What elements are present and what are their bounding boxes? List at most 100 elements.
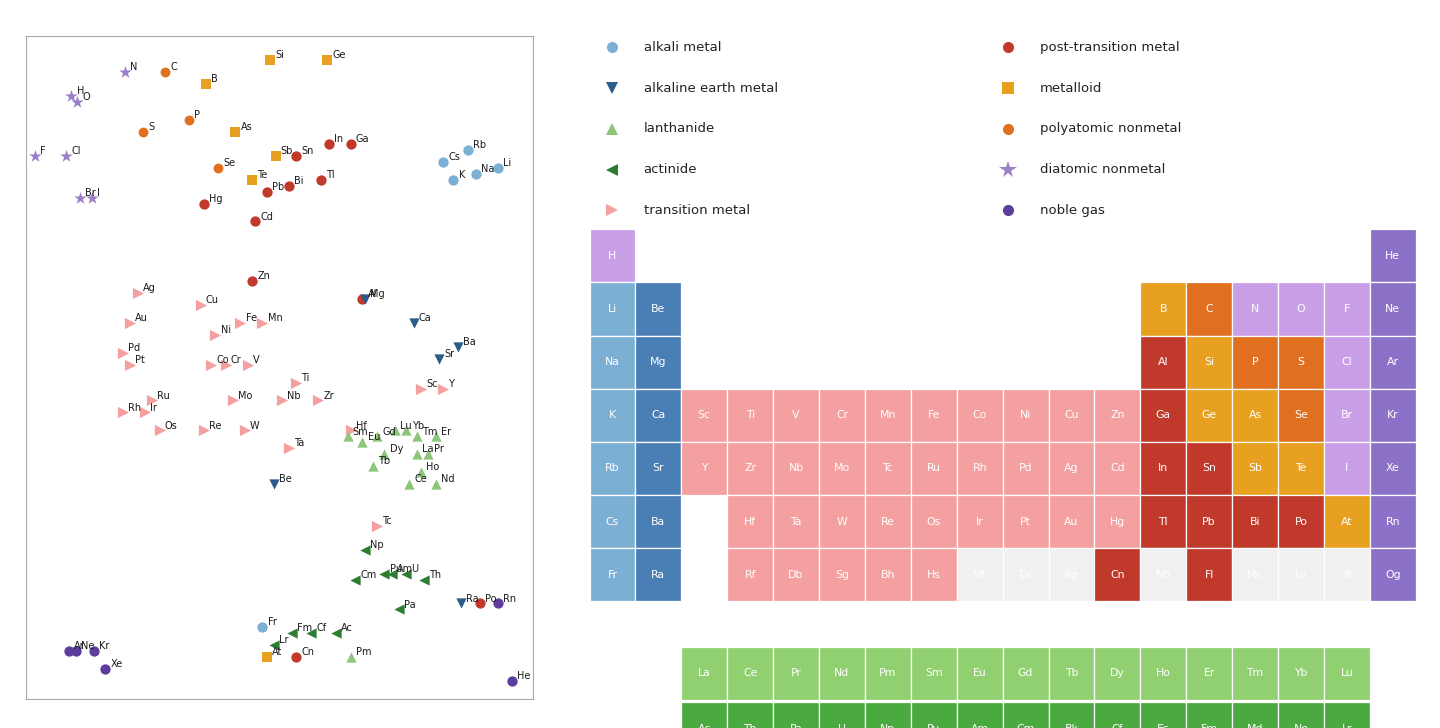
Text: Pb: Pb (1202, 517, 1215, 526)
Text: Nd: Nd (441, 474, 455, 484)
Text: Np: Np (880, 724, 896, 728)
FancyBboxPatch shape (910, 442, 956, 495)
Text: Cs: Cs (606, 517, 619, 526)
FancyBboxPatch shape (589, 495, 635, 548)
Text: Os: Os (164, 421, 177, 430)
Text: Cm: Cm (1017, 724, 1035, 728)
FancyBboxPatch shape (635, 336, 681, 389)
Point (405, 430, 428, 442)
Point (251, 317, 274, 329)
Text: Eu: Eu (367, 432, 380, 443)
Point (354, 544, 377, 555)
Text: Fr: Fr (268, 617, 276, 628)
Text: Rh: Rh (972, 464, 986, 473)
Text: N: N (130, 63, 138, 72)
Text: Sb: Sb (281, 146, 294, 156)
Text: Gd: Gd (382, 427, 396, 437)
FancyBboxPatch shape (1187, 646, 1233, 700)
FancyBboxPatch shape (1369, 495, 1416, 548)
Text: Lr: Lr (279, 636, 289, 646)
Text: Ni: Ni (1020, 411, 1031, 420)
Text: O: O (82, 92, 91, 102)
Text: Am: Am (971, 724, 989, 728)
Text: C: C (170, 63, 177, 72)
Text: At: At (272, 647, 282, 657)
FancyBboxPatch shape (635, 282, 681, 336)
FancyBboxPatch shape (1233, 442, 1279, 495)
Text: B: B (212, 74, 217, 84)
Text: I: I (96, 188, 99, 198)
Text: Ba: Ba (464, 337, 475, 347)
FancyBboxPatch shape (1323, 703, 1369, 728)
Point (262, 639, 285, 651)
Text: Hs: Hs (927, 570, 940, 579)
FancyBboxPatch shape (1279, 548, 1323, 601)
FancyBboxPatch shape (635, 548, 681, 601)
FancyBboxPatch shape (1187, 282, 1233, 336)
Text: Ru: Ru (927, 464, 940, 473)
Text: Zn: Zn (1110, 411, 1125, 420)
Point (324, 628, 347, 639)
Point (383, 424, 406, 436)
Text: Fr: Fr (608, 570, 618, 579)
Text: Ir: Ir (150, 403, 157, 413)
Text: Cf: Cf (1112, 724, 1123, 728)
Text: U: U (838, 724, 845, 728)
Text: Kr: Kr (1387, 411, 1398, 420)
FancyBboxPatch shape (956, 389, 1002, 442)
Text: Al: Al (367, 289, 377, 299)
FancyBboxPatch shape (1323, 282, 1369, 336)
Point (361, 460, 384, 472)
Text: He: He (1385, 251, 1400, 261)
Text: Pr: Pr (791, 668, 802, 678)
Text: Cd: Cd (1110, 464, 1125, 473)
FancyBboxPatch shape (727, 703, 773, 728)
Text: Ni: Ni (220, 325, 230, 335)
FancyBboxPatch shape (681, 646, 727, 700)
Text: Hf: Hf (744, 517, 756, 526)
Text: Bi: Bi (294, 176, 304, 186)
Point (338, 652, 361, 663)
Text: Tb: Tb (377, 456, 390, 467)
Point (395, 568, 418, 579)
Point (487, 162, 510, 173)
Text: As: As (240, 122, 252, 132)
Text: Re: Re (209, 421, 222, 430)
Point (229, 317, 252, 329)
Text: Li: Li (608, 304, 616, 314)
FancyBboxPatch shape (1279, 646, 1323, 700)
Text: Rn: Rn (1385, 517, 1400, 526)
Text: metalloid: metalloid (1040, 82, 1102, 95)
Point (189, 299, 212, 311)
FancyBboxPatch shape (1187, 389, 1233, 442)
Point (192, 424, 215, 436)
FancyBboxPatch shape (1002, 703, 1048, 728)
Text: As: As (1248, 411, 1261, 420)
Text: Pd: Pd (1018, 464, 1032, 473)
Text: Rb: Rb (605, 464, 619, 473)
Text: Co: Co (216, 355, 229, 365)
FancyBboxPatch shape (1094, 548, 1140, 601)
FancyBboxPatch shape (727, 495, 773, 548)
Text: Sr: Sr (652, 464, 664, 473)
Point (338, 424, 361, 436)
Text: La: La (422, 444, 433, 454)
FancyBboxPatch shape (1048, 495, 1094, 548)
Text: U: U (412, 563, 419, 574)
Text: F: F (40, 146, 46, 156)
Text: Tl: Tl (327, 170, 336, 180)
Text: Br: Br (1341, 411, 1352, 420)
FancyBboxPatch shape (910, 495, 956, 548)
Point (432, 383, 455, 395)
Text: Ac: Ac (341, 623, 353, 633)
Text: Cr: Cr (835, 411, 848, 420)
Text: Kr: Kr (99, 641, 109, 652)
Text: Pu: Pu (927, 724, 940, 728)
Point (395, 424, 418, 436)
Text: Sn: Sn (301, 146, 314, 156)
Point (285, 376, 308, 388)
FancyBboxPatch shape (1048, 548, 1094, 601)
FancyBboxPatch shape (1369, 442, 1416, 495)
Text: alkali metal: alkali metal (644, 41, 721, 54)
FancyBboxPatch shape (956, 646, 1002, 700)
